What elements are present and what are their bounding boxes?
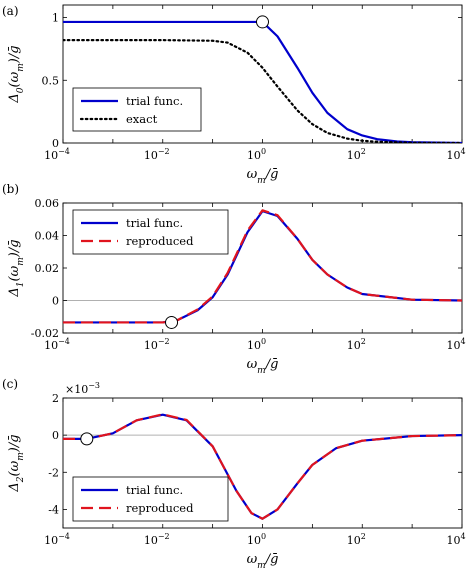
- series-line-1: [63, 20, 462, 143]
- x-tick-label: 102: [347, 532, 366, 547]
- panel-label: (c): [2, 377, 18, 391]
- x-tick-label: 104: [446, 532, 465, 547]
- y-tick-label: 0.5: [42, 74, 60, 87]
- legend-label: exact: [126, 112, 158, 126]
- panel-label: (b): [2, 182, 19, 196]
- panel-2: 10−4 10−2 100 102 104 -0.02 0 0.02 0.04 0.06 ωm/ḡ Δ…: [2, 182, 466, 376]
- series-line-2: [63, 39, 462, 143]
- x-tick-label: 100: [247, 532, 266, 547]
- y-tick-label: -4: [48, 503, 59, 516]
- x-tick-label: 10−4: [44, 337, 70, 352]
- y-tick-label: 0.02: [35, 262, 60, 275]
- x-tick-label: 100: [247, 337, 266, 352]
- legend-box: [72, 87, 202, 132]
- x-axis-label: ωm/ḡ: [247, 167, 279, 186]
- y-tick-label: -2: [48, 466, 59, 479]
- x-tick-label: 10−2: [144, 532, 170, 547]
- x-tick-label: 102: [347, 147, 366, 162]
- panel-3: 10−4 10−2 100 102 104 -4 -2 0 2 ×10−3 ωm/ḡ Δ2(ωm)/ḡ…: [2, 377, 466, 571]
- y-exponent-label: ×10−3: [65, 381, 100, 396]
- panel-1: 10−4 10−2 100 102 104 0 0.5 1 ωm/ḡ Δ0(ωm)/ḡ (a) tri…: [2, 4, 466, 186]
- legend: trial func. reproduced: [72, 209, 229, 255]
- y-axis-label: Δ2(ωm)/ḡ: [7, 434, 26, 492]
- x-tick-label: 104: [446, 147, 465, 162]
- panel-label: (a): [2, 4, 19, 18]
- y-tick-label: 0.06: [35, 197, 60, 210]
- marker-circle: [80, 432, 94, 446]
- y-tick-label: 0: [52, 429, 59, 442]
- x-tick-label: 10−2: [144, 337, 170, 352]
- x-axis-label: ωm/ḡ: [247, 552, 279, 571]
- legend-label: reproduced: [126, 234, 194, 248]
- legend-label: trial func.: [126, 483, 183, 497]
- y-tick-label: 0.04: [35, 230, 60, 243]
- legend-box: [72, 476, 229, 522]
- y-tick-label: 0: [52, 137, 59, 150]
- legend: trial func. exact: [72, 87, 202, 132]
- x-tick-label: 10−4: [44, 532, 70, 547]
- legend-label: trial func.: [126, 216, 183, 230]
- y-tick-label: 2: [52, 392, 59, 405]
- marker-circle: [256, 15, 269, 29]
- legend-box: [72, 209, 229, 255]
- y-tick-label: -0.02: [31, 327, 59, 340]
- x-axis-label: ωm/ḡ: [247, 357, 279, 376]
- marker-circle: [165, 315, 179, 329]
- x-tick-label: 10−4: [44, 147, 70, 162]
- y-axis-label: Δ1(ωm)/ḡ: [7, 239, 26, 297]
- legend-label: trial func.: [126, 94, 183, 108]
- y-axis-label: Δ0(ωm)/ḡ: [7, 45, 26, 103]
- legend: trial func. reproduced: [72, 476, 229, 522]
- series-line-2: [63, 413, 462, 520]
- x-tick-label: 100: [247, 147, 266, 162]
- x-tick-label: 102: [347, 337, 366, 352]
- legend-label: reproduced: [126, 501, 194, 515]
- x-tick-label: 10−2: [144, 147, 170, 162]
- x-tick-label: 104: [446, 337, 465, 352]
- y-tick-label: 1: [52, 12, 59, 25]
- y-tick-label: 0: [52, 295, 59, 308]
